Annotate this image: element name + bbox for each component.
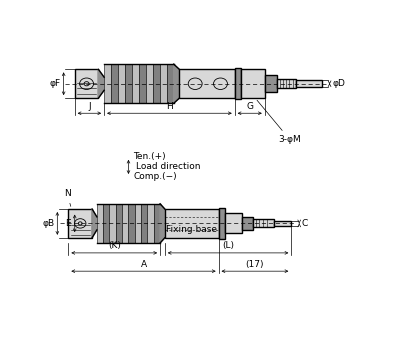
Bar <box>160 64 167 103</box>
Bar <box>111 64 118 103</box>
Text: (L): (L) <box>222 241 234 250</box>
Bar <box>153 64 160 103</box>
Bar <box>146 64 153 103</box>
Bar <box>225 214 242 233</box>
Bar <box>116 204 122 243</box>
Bar <box>235 68 241 99</box>
Bar <box>139 64 146 103</box>
Bar <box>125 64 132 103</box>
Bar <box>274 221 291 226</box>
Bar <box>69 209 92 238</box>
Bar <box>122 204 129 243</box>
Bar <box>104 64 111 103</box>
Text: A: A <box>140 260 146 268</box>
Text: φF: φF <box>50 79 61 88</box>
Text: Ten.(+): Ten.(+) <box>133 152 166 161</box>
Text: (K): (K) <box>108 241 121 250</box>
Bar <box>147 204 154 243</box>
Text: H: H <box>166 102 173 111</box>
Text: E: E <box>65 219 71 228</box>
Polygon shape <box>98 69 104 98</box>
Bar <box>118 64 125 103</box>
Bar <box>109 204 116 243</box>
Text: φD: φD <box>332 79 345 88</box>
Text: (17): (17) <box>246 260 264 268</box>
Bar <box>165 209 219 238</box>
Bar <box>296 80 322 87</box>
Text: C: C <box>302 219 308 228</box>
Bar <box>180 69 235 98</box>
Bar <box>277 79 296 88</box>
Text: φB: φB <box>43 219 55 228</box>
Bar <box>154 204 160 243</box>
Text: J: J <box>88 102 91 111</box>
Text: G: G <box>246 102 253 111</box>
Bar <box>219 208 225 239</box>
Polygon shape <box>92 209 97 238</box>
Bar <box>253 219 274 227</box>
Text: Comp.(−): Comp.(−) <box>133 173 177 181</box>
Bar <box>103 204 109 243</box>
Bar <box>97 204 103 243</box>
Text: 3-φM: 3-φM <box>257 100 302 144</box>
Text: Load direction: Load direction <box>136 162 201 172</box>
Polygon shape <box>174 64 180 103</box>
Bar <box>75 69 98 98</box>
Bar <box>167 64 174 103</box>
Text: N: N <box>64 189 71 206</box>
Bar <box>129 204 135 243</box>
Text: Fixing base: Fixing base <box>166 225 217 234</box>
Bar <box>265 75 277 92</box>
Polygon shape <box>160 204 165 243</box>
Bar <box>242 217 253 230</box>
Bar <box>241 69 265 98</box>
Bar <box>135 204 141 243</box>
Bar <box>141 204 147 243</box>
Bar <box>132 64 139 103</box>
